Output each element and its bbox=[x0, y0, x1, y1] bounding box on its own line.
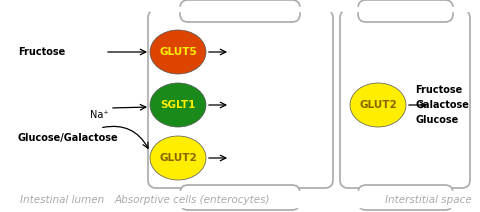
Text: Glucose: Glucose bbox=[415, 115, 458, 125]
Text: GLUT2: GLUT2 bbox=[359, 100, 397, 110]
Ellipse shape bbox=[350, 83, 406, 127]
Text: Galactose: Galactose bbox=[415, 100, 469, 110]
FancyBboxPatch shape bbox=[358, 185, 453, 210]
Text: Glucose/Galactose: Glucose/Galactose bbox=[18, 133, 119, 143]
FancyBboxPatch shape bbox=[180, 0, 300, 22]
Text: Interstitial space: Interstitial space bbox=[385, 195, 472, 205]
Text: Absorptive cells (enterocytes): Absorptive cells (enterocytes) bbox=[114, 195, 270, 205]
Ellipse shape bbox=[150, 136, 206, 180]
FancyBboxPatch shape bbox=[340, 10, 470, 188]
FancyBboxPatch shape bbox=[358, 0, 453, 22]
Text: GLUT5: GLUT5 bbox=[159, 47, 197, 57]
Text: SGLT1: SGLT1 bbox=[160, 100, 196, 110]
Text: Fructose: Fructose bbox=[415, 85, 462, 95]
FancyBboxPatch shape bbox=[148, 10, 333, 188]
Text: Na⁺: Na⁺ bbox=[90, 110, 108, 120]
Text: Fructose: Fructose bbox=[18, 47, 65, 57]
Text: Intestinal lumen: Intestinal lumen bbox=[20, 195, 104, 205]
Ellipse shape bbox=[150, 30, 206, 74]
Ellipse shape bbox=[150, 83, 206, 127]
FancyBboxPatch shape bbox=[180, 185, 300, 210]
Text: GLUT2: GLUT2 bbox=[159, 153, 197, 163]
